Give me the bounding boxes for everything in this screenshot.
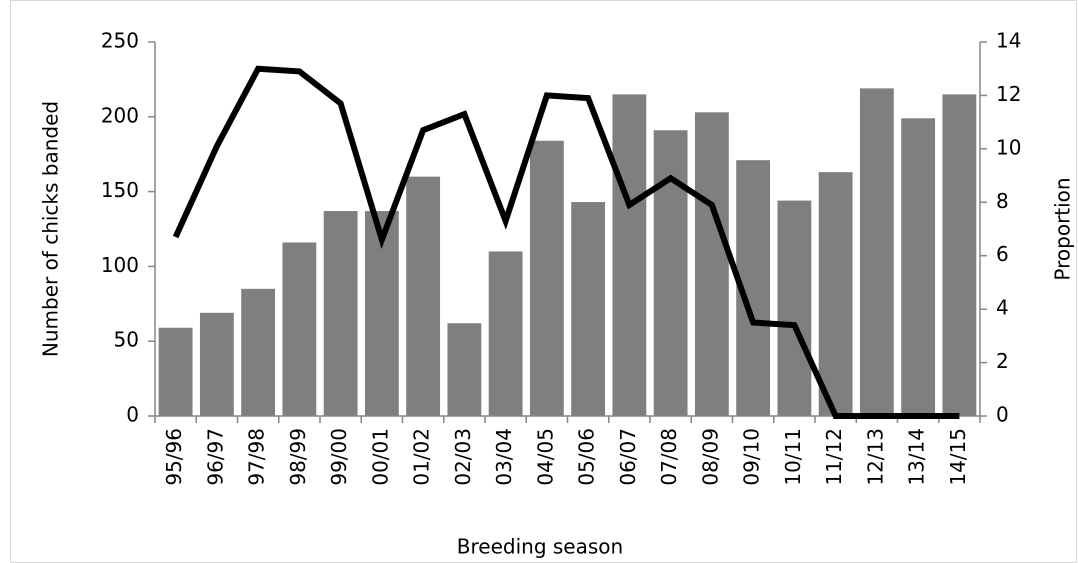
y2-tick-label: 8 [996, 189, 1009, 213]
bar [571, 202, 606, 416]
x-tick-label: 02/03 [451, 428, 475, 486]
bar [901, 118, 936, 417]
bar [529, 140, 564, 416]
bar [323, 211, 358, 416]
bar [447, 323, 482, 416]
y2-tick-label: 2 [996, 349, 1009, 373]
bar [488, 251, 523, 416]
line [172, 65, 960, 419]
x-tick-label: 05/06 [575, 428, 599, 486]
y-axis-label: Number of chicks banded [39, 101, 63, 357]
y2-tick-label: 10 [996, 135, 1021, 159]
y2-tick-label: 6 [996, 242, 1009, 266]
bar [653, 130, 688, 416]
bar [694, 112, 729, 416]
x-tick-label: 98/99 [286, 428, 310, 486]
x-tick-label: 99/00 [327, 428, 351, 486]
x-tick-label: 12/13 [863, 428, 887, 486]
y-tick-label: 50 [114, 328, 139, 352]
x-tick-label: 95/96 [162, 428, 186, 486]
y2-axis-label: Proportion [1051, 177, 1075, 280]
y2-tick-label: 14 [996, 29, 1021, 53]
bar [942, 94, 977, 417]
y-tick-label: 0 [126, 403, 139, 427]
bar [282, 242, 317, 416]
bar [859, 88, 894, 416]
x-tick-label: 08/09 [698, 428, 722, 486]
x-tick-label: 11/12 [822, 428, 846, 486]
x-tick-label: 07/08 [657, 428, 681, 486]
x-tick-label: 13/14 [905, 428, 929, 486]
x-tick-label: 03/04 [492, 428, 516, 486]
y2-tick-label: 12 [996, 82, 1021, 106]
bar [818, 172, 853, 416]
x-tick-label: 01/02 [410, 428, 434, 486]
y-tick-label: 100 [101, 253, 139, 277]
x-axis-label: Breeding season [457, 535, 623, 559]
x-tick-label: 06/07 [616, 428, 640, 486]
bar [612, 94, 647, 417]
bar [406, 176, 441, 416]
x-tick-label: 14/15 [946, 428, 970, 486]
x-tick-label: 00/01 [368, 428, 392, 486]
x-tick-label: 04/05 [533, 428, 557, 486]
y-tick-label: 150 [101, 178, 139, 202]
x-tick-label: 96/97 [203, 428, 227, 486]
x-tick-label: 97/98 [245, 428, 269, 486]
y2-tick-label: 4 [996, 296, 1009, 320]
x-tick-label: 09/10 [740, 428, 764, 486]
bar [158, 327, 193, 416]
x-tick-label: 10/11 [781, 428, 805, 486]
bar [199, 312, 234, 416]
y2-tick-label: 0 [996, 403, 1009, 427]
bar [777, 200, 812, 416]
y-tick-label: 250 [101, 29, 139, 53]
y-tick-label: 200 [101, 103, 139, 127]
bar [241, 288, 276, 416]
